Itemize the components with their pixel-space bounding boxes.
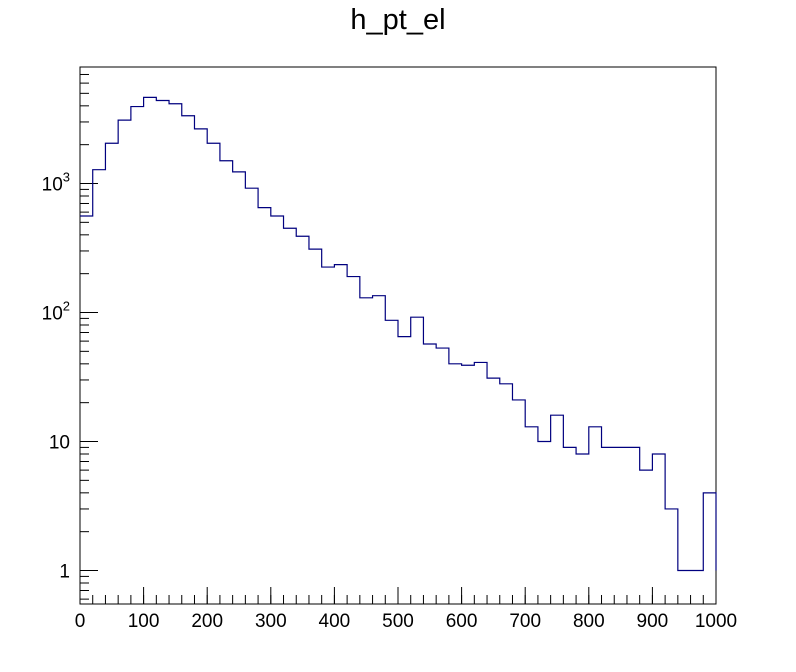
x-tick-label: 300 [255, 611, 287, 632]
y-tick-label: 1 [59, 562, 70, 583]
x-tick-label: 800 [573, 611, 605, 632]
chart-title: h_pt_el [350, 4, 446, 36]
histogram-line [80, 96, 717, 572]
x-tick-label: 400 [319, 611, 351, 632]
x-tick-label: 100 [128, 611, 160, 632]
y-tick-label: 103 [42, 170, 70, 196]
y-tick-label: 102 [42, 299, 70, 325]
x-tick-label: 600 [446, 611, 478, 632]
x-tick-label: 700 [509, 611, 541, 632]
x-tick-label: 1000 [695, 611, 737, 632]
x-tick-label: 500 [382, 611, 414, 632]
x-tick-label: 200 [191, 611, 223, 632]
y-tick-label: 10 [49, 433, 70, 454]
x-tick-label: 900 [637, 611, 669, 632]
x-tick-label: 0 [75, 611, 86, 632]
